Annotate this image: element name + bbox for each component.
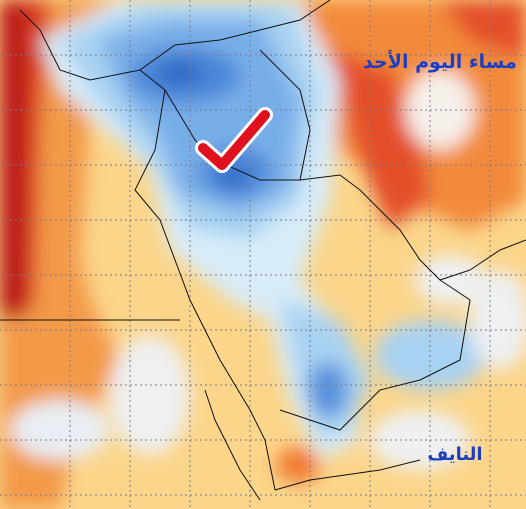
checkmark (195, 107, 273, 173)
time-label: مساء اليوم الأحد (363, 50, 517, 73)
credit-label: النايف (427, 444, 482, 465)
